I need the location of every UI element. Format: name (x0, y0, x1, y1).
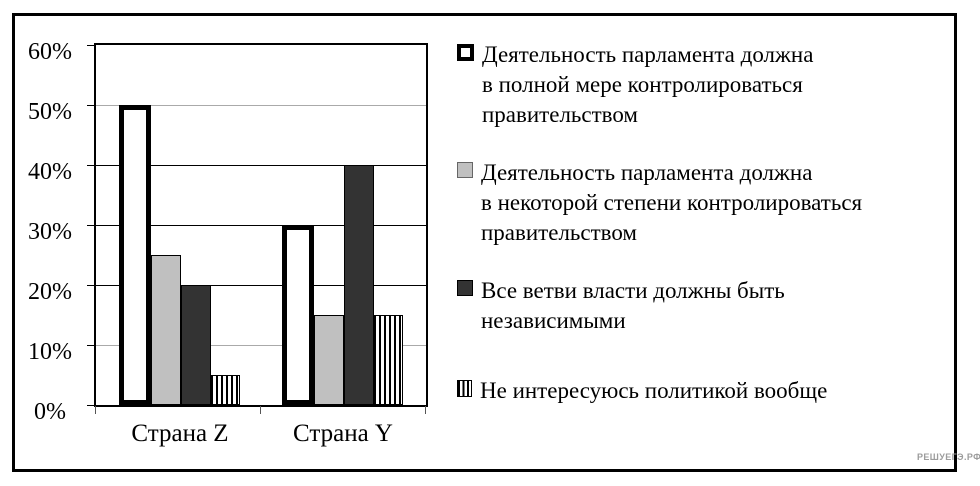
chart-frame (12, 13, 957, 472)
y-tick-10 (87, 345, 96, 346)
legend-swatch-dark-gray-icon (457, 280, 473, 296)
bar-z-series-2 (151, 255, 181, 405)
y-tick-label-60: 60% (28, 39, 72, 65)
legend-item-3: Все ветви власти должны быть независимым… (457, 276, 959, 336)
legend-item-1: Деятельность парламента должна в полной … (457, 40, 960, 130)
gridline-10 (96, 345, 426, 346)
category-label-z: Страна Z (131, 420, 229, 447)
legend-swatch-vertical-stripes-icon (457, 380, 472, 397)
bar-z-series-3 (181, 285, 211, 405)
legend-item-4: Не интересуюсь политикой вообще (457, 376, 958, 406)
y-tick-50 (87, 105, 96, 106)
bar-y-series-2 (314, 315, 344, 405)
legend-swatch-light-gray-icon (457, 162, 473, 178)
gridline-30 (96, 225, 426, 226)
gridline-40 (96, 165, 426, 166)
legend: Деятельность парламента должна в полной … (457, 0, 962, 486)
plot-area (94, 43, 428, 407)
gridline-50 (96, 105, 426, 106)
y-tick-label-50: 50% (28, 99, 72, 125)
y-tick-30 (87, 225, 96, 226)
y-tick-label-10: 10% (28, 339, 72, 365)
x-tick-2 (260, 406, 261, 414)
watermark: РЕШУЕГЭ.РФ (917, 452, 980, 462)
legend-label-3: Все ветви власти должны быть независимым… (481, 278, 785, 333)
legend-swatch-white-outline-icon (457, 44, 474, 61)
y-tick-0 (87, 405, 96, 406)
bar-z-series-4 (210, 375, 240, 405)
y-tick-60 (87, 45, 96, 46)
bar-y-series-1 (282, 225, 314, 405)
x-tick-3 (425, 406, 426, 414)
legend-label-1: Деятельность парламента должна в полной … (482, 42, 814, 127)
legend-item-2: Деятельность парламента должна в некотор… (457, 158, 959, 248)
y-tick-20 (87, 285, 96, 286)
y-tick-label-30: 30% (28, 219, 72, 245)
y-tick-label-0: 0% (34, 399, 66, 425)
y-tick-label-20: 20% (28, 279, 72, 305)
legend-label-4: Не интересуюсь политикой вообще (480, 378, 828, 403)
y-tick-label-40: 40% (28, 159, 72, 185)
bar-y-series-3 (344, 165, 374, 405)
x-tick-1 (95, 406, 96, 414)
bar-z-series-1 (119, 105, 151, 405)
bar-y-series-4 (373, 315, 403, 405)
category-label-y: Страна Y (293, 420, 393, 447)
y-tick-40 (87, 165, 96, 166)
legend-label-2: Деятельность парламента должна в некотор… (481, 160, 863, 245)
gridline-20 (96, 285, 426, 286)
